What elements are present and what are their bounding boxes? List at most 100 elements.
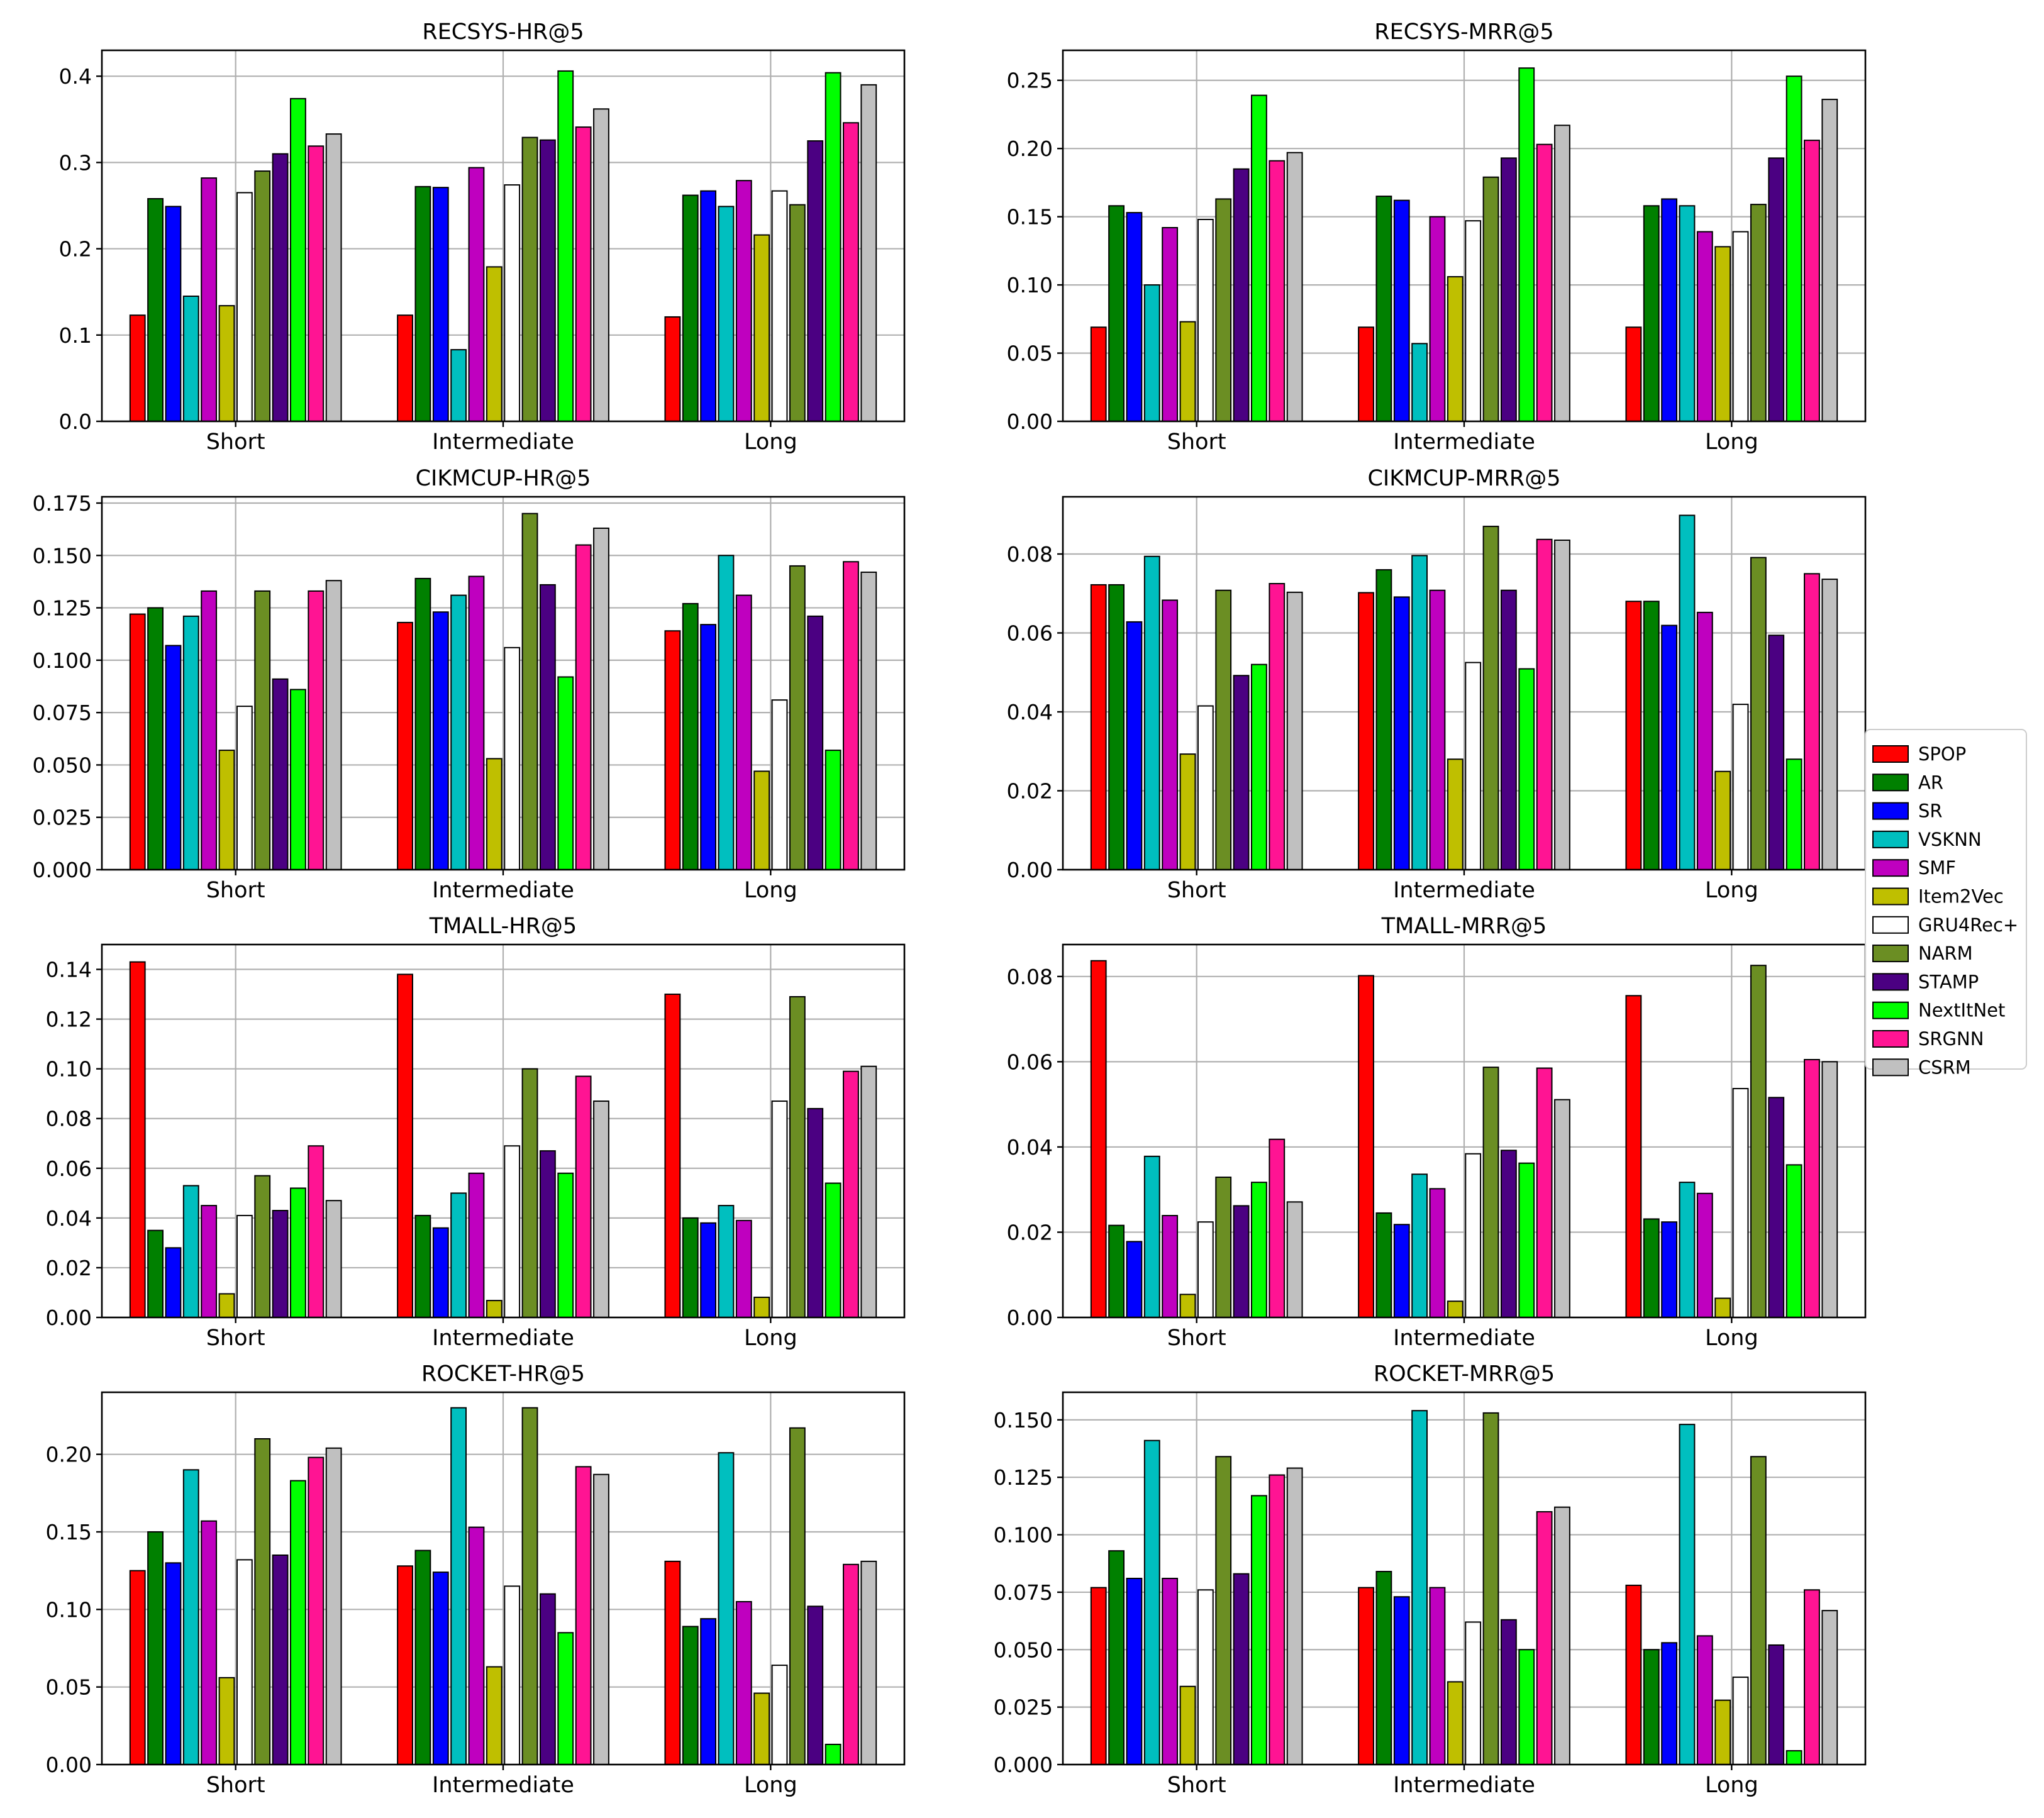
legend-swatch bbox=[1872, 945, 1909, 963]
y-tick-label: 0.10 bbox=[46, 1597, 92, 1622]
bar-srgnn-intermediate bbox=[1536, 1067, 1553, 1318]
bar-smf-short bbox=[1162, 599, 1179, 870]
bar-stamp-intermediate bbox=[1500, 589, 1517, 870]
bar-srgnn-intermediate bbox=[1536, 143, 1553, 422]
bar-csrm-short bbox=[325, 1447, 342, 1766]
y-tick-label: 0.050 bbox=[994, 1638, 1053, 1662]
bar-vsknn-intermediate bbox=[450, 349, 467, 422]
bar-gru4rec-intermediate bbox=[504, 1145, 521, 1318]
bar-stamp-long bbox=[1768, 157, 1785, 422]
bar-srgnn-short bbox=[1269, 583, 1286, 870]
x-tick-label: Long bbox=[744, 430, 797, 455]
bar-narm-long bbox=[1750, 1456, 1767, 1766]
x-tick-label: Long bbox=[744, 1773, 797, 1798]
y-tick-label: 0.00 bbox=[46, 1753, 92, 1777]
y-tick-label: 0.175 bbox=[33, 491, 92, 516]
legend-swatch bbox=[1872, 1058, 1909, 1077]
bar-nextitnet-short bbox=[1251, 1182, 1267, 1318]
x-tick-label: Short bbox=[1167, 1773, 1226, 1798]
bar-narm-intermediate bbox=[1482, 1067, 1499, 1319]
bar-spop-short bbox=[129, 961, 146, 1318]
x-tick-label: Short bbox=[206, 878, 265, 903]
bar-item2vec-short bbox=[1179, 321, 1196, 422]
bar-gru4rec-long bbox=[1732, 1088, 1749, 1318]
chart-title: TMALL-MRR@5 bbox=[1381, 914, 1547, 939]
y-tick-label: 0.25 bbox=[1007, 69, 1053, 93]
legend-label: SRGNN bbox=[1918, 1028, 1984, 1050]
y-tick-label: 0.02 bbox=[1007, 779, 1053, 803]
bar-vsknn-short bbox=[182, 1185, 199, 1319]
y-tick-label: 0.02 bbox=[1007, 1220, 1053, 1244]
bar-csrm-long bbox=[860, 571, 877, 870]
y-tick-label: 0.075 bbox=[33, 701, 92, 725]
chart-title: CIKMCUP-MRR@5 bbox=[1367, 466, 1560, 491]
bar-nextitnet-long bbox=[825, 72, 841, 422]
y-tick-label: 0.00 bbox=[1007, 409, 1053, 434]
bar-narm-intermediate bbox=[1482, 1412, 1499, 1765]
bar-srgnn-intermediate bbox=[575, 126, 592, 422]
x-tick-label: Long bbox=[1705, 1326, 1758, 1351]
bar-sr-short bbox=[165, 645, 182, 870]
bar-spop-short bbox=[129, 314, 146, 422]
bar-stamp-intermediate bbox=[1500, 1150, 1517, 1319]
bar-srgnn-long bbox=[843, 1070, 859, 1318]
y-tick-label: 0.04 bbox=[1007, 1135, 1053, 1160]
bar-item2vec-short bbox=[218, 750, 235, 870]
bar-spop-short bbox=[129, 1570, 146, 1766]
bar-smf-long bbox=[1696, 611, 1713, 870]
bar-vsknn-short bbox=[182, 1469, 199, 1765]
x-tick-label: Long bbox=[1705, 430, 1758, 455]
chart-title: ROCKET-MRR@5 bbox=[1374, 1361, 1555, 1387]
bar-stamp-long bbox=[1768, 635, 1785, 870]
bar-narm-short bbox=[1215, 1177, 1232, 1318]
bar-csrm-short bbox=[325, 580, 342, 870]
bar-ar-long bbox=[682, 194, 699, 422]
bar-nextitnet-short bbox=[1251, 1495, 1267, 1765]
bar-stamp-long bbox=[1768, 1097, 1785, 1318]
y-tick-label: 0.00 bbox=[1007, 858, 1053, 882]
bar-smf-short bbox=[1162, 1215, 1179, 1318]
bar-nextitnet-long bbox=[1786, 1750, 1802, 1765]
bar-vsknn-intermediate bbox=[1411, 1173, 1428, 1318]
bar-nextitnet-short bbox=[290, 689, 306, 870]
bar-gru4rec-short bbox=[1197, 218, 1214, 422]
y-tick-label: 0.150 bbox=[994, 1408, 1053, 1433]
bar-sr-long bbox=[700, 1618, 716, 1765]
bar-spop-intermediate bbox=[397, 314, 413, 422]
legend-swatch bbox=[1872, 1030, 1909, 1048]
y-tick-label: 0.1 bbox=[59, 323, 92, 348]
y-tick-label: 0.15 bbox=[1007, 205, 1053, 230]
legend-label: VSKNN bbox=[1918, 829, 1982, 850]
bar-csrm-long bbox=[1821, 1061, 1838, 1319]
bar-item2vec-intermediate bbox=[486, 1666, 503, 1766]
chart-panel: 0.00 0.05 0.10 0.15 0.20 Short Intermediate Lon… bbox=[46, 1361, 906, 1798]
bar-vsknn-long bbox=[718, 555, 735, 870]
bar-csrm-long bbox=[1821, 99, 1838, 423]
bar-sr-intermediate bbox=[1393, 1224, 1410, 1319]
bar-narm-short bbox=[1215, 589, 1232, 870]
bar-srgnn-long bbox=[843, 561, 859, 870]
bar-narm-short bbox=[254, 170, 271, 422]
bar-stamp-intermediate bbox=[1500, 157, 1517, 422]
bar-gru4rec-long bbox=[771, 190, 788, 422]
bar-vsknn-long bbox=[718, 1452, 735, 1765]
bar-csrm-intermediate bbox=[1554, 1506, 1570, 1765]
legend-label: SMF bbox=[1918, 857, 1956, 879]
y-tick-label: 0.15 bbox=[46, 1520, 92, 1544]
y-tick-label: 0.4 bbox=[59, 64, 92, 89]
bar-spop-intermediate bbox=[397, 973, 413, 1318]
bar-item2vec-long bbox=[753, 1692, 770, 1766]
bar-ar-intermediate bbox=[414, 1214, 431, 1318]
bar-smf-intermediate bbox=[468, 167, 485, 422]
bar-srgnn-intermediate bbox=[575, 1075, 592, 1318]
bar-srgnn-intermediate bbox=[1536, 1511, 1553, 1765]
bar-sr-intermediate bbox=[1393, 199, 1410, 422]
bar-sr-intermediate bbox=[432, 1227, 449, 1319]
bar-vsknn-short bbox=[1143, 1155, 1160, 1318]
bar-vsknn-short bbox=[1143, 555, 1160, 871]
legend-label: CSRM bbox=[1918, 1056, 1971, 1078]
y-tick-label: 0.20 bbox=[46, 1443, 92, 1467]
bar-csrm-long bbox=[1821, 1610, 1838, 1765]
y-tick-label: 0.075 bbox=[994, 1580, 1053, 1605]
x-tick-label: Intermediate bbox=[432, 430, 574, 455]
